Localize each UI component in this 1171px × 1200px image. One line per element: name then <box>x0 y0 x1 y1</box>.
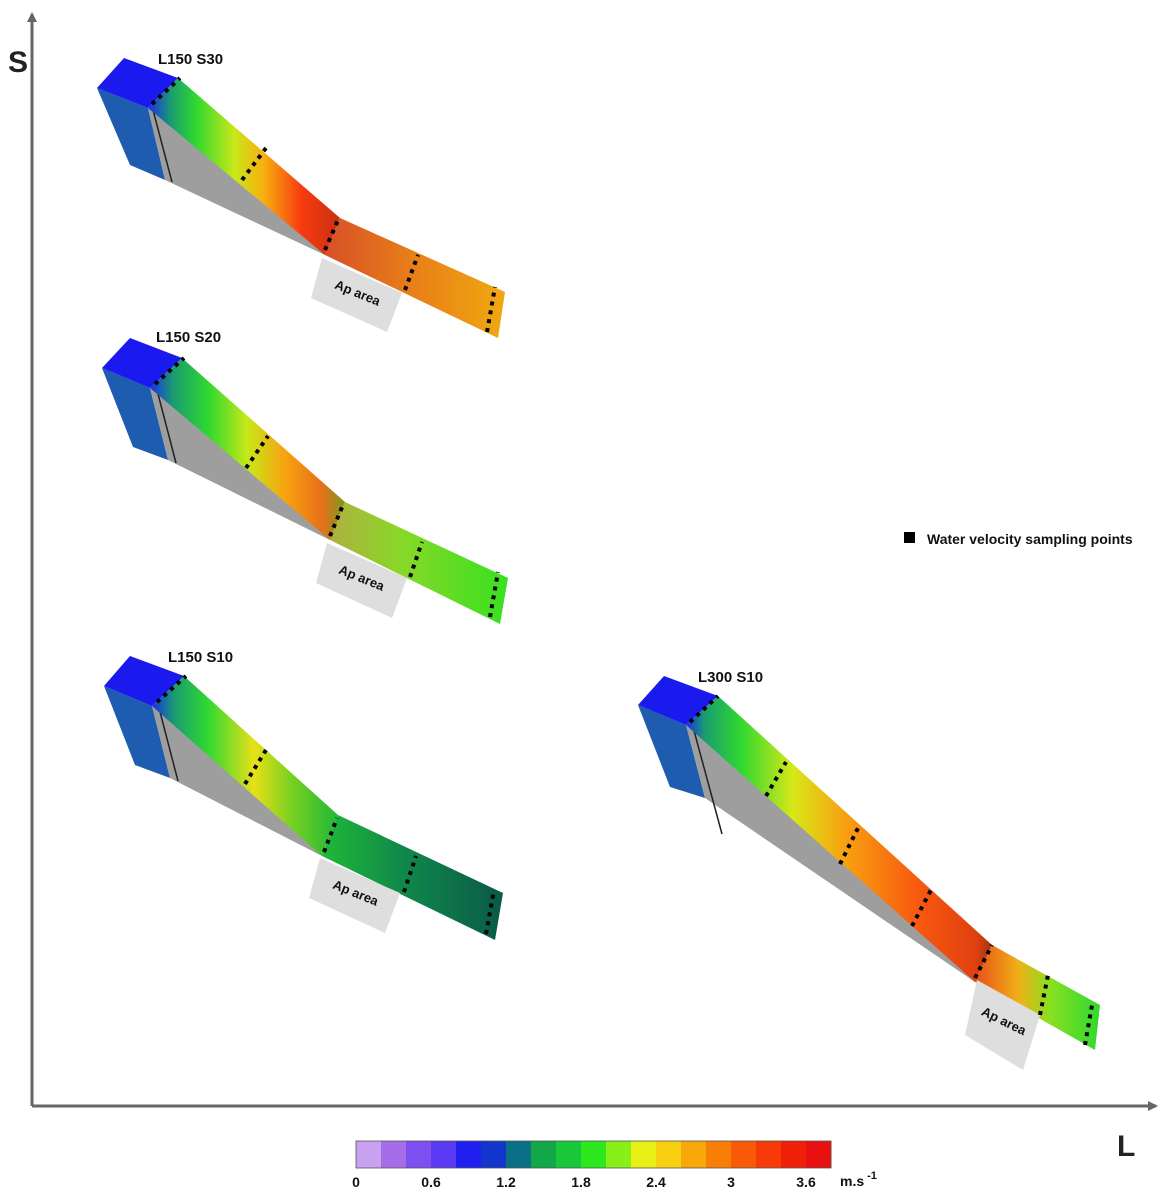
sampling-line-6 <box>1038 974 1050 1016</box>
colorbar-swatch <box>631 1141 657 1168</box>
slope-surface <box>152 676 338 856</box>
colorbar-unit-label: m.s -1 <box>840 1170 877 1189</box>
model-label: L150 S30 <box>158 51 223 68</box>
sampling-line-5 <box>973 944 994 979</box>
sampling-line-1 <box>155 674 188 704</box>
slope-edge <box>152 109 173 183</box>
sampling-line-1 <box>688 694 720 724</box>
sampling-line-3 <box>328 504 345 537</box>
outlet-surface <box>330 502 508 624</box>
colorbar-swatch <box>756 1141 782 1168</box>
x-axis-letter: L <box>1117 1130 1135 1163</box>
reservoir-box-top <box>97 58 178 108</box>
colorbar-tick-label: 1.8 <box>571 1174 591 1190</box>
outlet-surface <box>325 218 505 338</box>
model-label: L300 S10 <box>698 669 763 686</box>
slope-edge <box>158 707 179 782</box>
sampling-line-2 <box>243 748 268 786</box>
colorbar-swatch <box>531 1141 557 1168</box>
colorbar-tick-label: 0.6 <box>421 1174 441 1190</box>
colorbar-tick-label: 3.6 <box>796 1174 816 1190</box>
slope-edge <box>692 726 723 835</box>
sampling-line-5 <box>485 286 497 333</box>
colorbar-swatch <box>381 1141 407 1168</box>
sampling-points-legend-label: Water velocity sampling points <box>927 531 1133 547</box>
sampling-line-5 <box>488 571 500 618</box>
sampling-line-5 <box>484 889 496 935</box>
outlet-surface <box>975 945 1100 1050</box>
colorbar-tick-label: 3 <box>727 1174 735 1190</box>
model-l150-s20: Ap area L150 S20 <box>102 329 508 624</box>
colorbar-swatch <box>781 1141 807 1168</box>
colorbar-swatch <box>581 1141 607 1168</box>
colorbar-swatch <box>806 1141 832 1168</box>
ap-area-patch <box>965 980 1040 1070</box>
reservoir-box-front <box>104 686 170 778</box>
colorbar-swatch <box>656 1141 682 1168</box>
reservoir-box-front <box>97 88 165 180</box>
sampling-line-3 <box>322 817 339 853</box>
model-l150-s10: Ap area L150 S10 <box>104 649 503 940</box>
model-l150-s30: Ap area L150 S30 <box>97 51 505 338</box>
slope-surface <box>686 696 992 982</box>
colorbar-swatch <box>506 1141 532 1168</box>
model-label: L150 S10 <box>168 649 233 666</box>
colorbar-tick-label: 0 <box>352 1174 360 1190</box>
sampling-line-2 <box>764 760 788 798</box>
slope-edge <box>156 389 177 464</box>
slope-surface <box>150 358 345 540</box>
colorbar-unit: m.s <box>840 1173 864 1189</box>
colorbar-swatch <box>606 1141 632 1168</box>
model-label: L150 S20 <box>156 329 221 346</box>
colorbar-swatch <box>481 1141 507 1168</box>
sampling-line-1 <box>150 76 182 106</box>
ap-area-patch <box>309 858 400 933</box>
outlet-surface <box>322 815 503 940</box>
reservoir-box-front <box>638 705 705 798</box>
sampling-line-2 <box>244 434 270 470</box>
sampling-line-4 <box>402 855 418 893</box>
model-l300-s10: Ap area L300 S10 <box>638 669 1100 1070</box>
sampling-line-4 <box>408 541 424 578</box>
colorbar-swatch <box>556 1141 582 1168</box>
colorbar-swatch <box>356 1141 382 1168</box>
reservoir-box-front <box>102 368 168 460</box>
colorbar-swatch <box>731 1141 757 1168</box>
sampling-line-7 <box>1083 1004 1094 1046</box>
sampling-line-4 <box>910 887 934 927</box>
colorbar-swatch <box>431 1141 457 1168</box>
colorbar-unit-exponent: -1 <box>867 1170 877 1182</box>
sampling-line-3 <box>323 219 340 251</box>
ap-area-patch <box>311 258 402 332</box>
colorbar-swatch <box>681 1141 707 1168</box>
sampling-point-marker-icon <box>904 532 915 543</box>
y-axis-letter: S <box>8 46 28 79</box>
sampling-line-1 <box>153 356 186 386</box>
colorbar-tick-label: 1.2 <box>496 1174 516 1190</box>
sampling-line-4 <box>403 254 420 291</box>
sampling-points-legend: Water velocity sampling points <box>904 531 1133 547</box>
slope-surface <box>148 78 340 255</box>
ap-area-patch <box>316 543 407 618</box>
colorbar-tick-label: 2.4 <box>646 1174 666 1190</box>
colorbar-border <box>355 1140 832 1169</box>
colorbar-swatch <box>456 1141 482 1168</box>
velocity-colorbar: 0 0.6 1.2 1.8 2.4 3 3.6 <box>352 1140 832 1190</box>
colorbar-swatch <box>406 1141 432 1168</box>
sampling-line-3 <box>838 827 860 865</box>
colorbar-swatch <box>706 1141 732 1168</box>
sampling-line-2 <box>240 146 268 182</box>
